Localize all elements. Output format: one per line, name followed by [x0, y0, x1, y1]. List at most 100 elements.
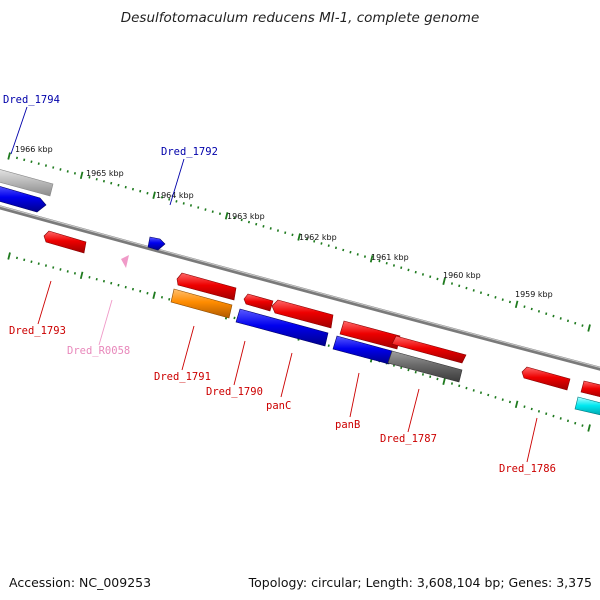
gene-red-far-right[interactable]	[580, 380, 600, 398]
scale-label: 1965 kbp	[86, 169, 124, 178]
leader-dred-1792	[169, 158, 185, 206]
gene-cyan-far-right[interactable]	[574, 396, 600, 416]
minor-tick	[313, 240, 316, 243]
label-dred-1794[interactable]: Dred_1794	[3, 94, 60, 106]
gene-dred-1792[interactable]	[147, 236, 166, 251]
minor-tick	[95, 277, 98, 281]
label-dred-r0058[interactable]: Dred_R0058	[67, 345, 130, 357]
minor-tick	[465, 286, 468, 290]
major-tick	[79, 171, 84, 180]
label-dred-1790[interactable]: Dred_1790	[206, 386, 263, 398]
minor-tick	[233, 316, 236, 320]
gene-dred-1793[interactable]	[43, 230, 87, 254]
minor-tick	[124, 185, 127, 189]
gene-dred-1791-red[interactable]	[176, 272, 237, 301]
minor-tick	[349, 250, 352, 254]
gene-panc-red[interactable]	[271, 299, 334, 329]
label-dred-1793[interactable]: Dred_1793	[9, 325, 66, 337]
gene-dred-1791-orange[interactable]	[170, 288, 233, 319]
minor-tick	[262, 225, 265, 228]
gene-panc[interactable]	[235, 308, 329, 347]
minor-tick	[552, 414, 555, 418]
minor-tick	[233, 216, 236, 220]
minor-tick	[269, 227, 272, 230]
minor-tick	[537, 410, 541, 413]
gene-labels: Dred_1794 Dred_1792 Dred_1793 Dred_R0058…	[3, 94, 556, 475]
minor-tick	[363, 255, 367, 258]
scale-label: 1962 kbp	[299, 233, 337, 242]
minor-tick	[131, 287, 135, 291]
minor-tick	[66, 270, 69, 273]
major-tick	[514, 300, 519, 309]
gene-dred-1794[interactable]	[0, 168, 54, 197]
leader-dred-1786	[526, 417, 538, 463]
minor-tick	[276, 229, 280, 232]
minor-tick	[146, 291, 149, 295]
minor-tick	[124, 285, 127, 289]
minor-tick	[305, 237, 309, 241]
minor-tick	[429, 275, 432, 279]
minor-tick	[552, 314, 555, 318]
minor-tick	[110, 181, 113, 185]
major-tick	[79, 271, 84, 280]
minor-tick	[117, 183, 120, 187]
minor-tick	[414, 270, 417, 274]
minor-tick	[168, 198, 171, 201]
label-dred-1786[interactable]: Dred_1786	[499, 463, 556, 475]
minor-tick	[44, 264, 48, 267]
major-tick	[442, 377, 446, 385]
minor-tick	[291, 233, 294, 237]
label-dred-1787[interactable]: Dred_1787	[380, 433, 437, 445]
gene-blue-upper-left[interactable]	[0, 185, 47, 213]
gene-dred-r0058[interactable]	[121, 255, 129, 268]
label-panb[interactable]: panB	[335, 419, 360, 431]
leader-dred-1787	[407, 388, 420, 433]
scale-labels: 1966 kbp 1965 kbp 1964 kbp 1963 kbp 1962…	[15, 145, 553, 299]
leader-dred-1790	[233, 340, 246, 386]
gene-dred-1787[interactable]	[387, 350, 463, 383]
minor-tick	[429, 375, 432, 379]
minor-tick	[102, 279, 106, 283]
minor-tick	[37, 162, 40, 165]
minor-tick	[88, 275, 91, 279]
minor-tick	[175, 200, 178, 203]
major-tick	[297, 233, 301, 241]
minor-tick	[421, 373, 425, 376]
major-tick	[587, 324, 591, 332]
leader-panc	[280, 352, 293, 398]
gene-panb[interactable]	[332, 335, 393, 365]
leader-dred-1793	[37, 280, 52, 325]
minor-tick	[501, 398, 504, 401]
major-tick	[7, 152, 11, 160]
minor-tick	[211, 210, 214, 213]
minor-tick	[59, 168, 62, 171]
outer-scale-ticks	[7, 152, 591, 332]
label-dred-1792[interactable]: Dred_1792	[161, 146, 218, 158]
gene-dred-1790[interactable]	[243, 293, 274, 312]
minor-tick	[327, 244, 330, 247]
gene-panb-red[interactable]	[339, 320, 401, 350]
genes	[0, 168, 600, 416]
minor-tick	[160, 295, 164, 299]
minor-tick	[407, 368, 410, 372]
major-tick	[7, 252, 11, 260]
minor-tick	[23, 158, 26, 162]
gene-dred-1787-red[interactable]	[391, 335, 467, 364]
minor-tick	[508, 300, 512, 304]
label-dred-1791[interactable]: Dred_1791	[154, 371, 211, 383]
scale-label: 1966 kbp	[15, 145, 53, 154]
minor-tick	[59, 268, 62, 271]
minor-tick	[378, 259, 381, 263]
minor-tick	[494, 296, 497, 299]
minor-tick	[182, 202, 185, 205]
gene-dred-1786[interactable]	[521, 366, 571, 391]
minor-tick	[95, 177, 98, 181]
minor-tick	[472, 389, 475, 392]
minor-tick	[545, 312, 548, 316]
minor-tick	[400, 366, 403, 370]
label-panc[interactable]: panC	[266, 400, 291, 412]
minor-tick	[487, 393, 490, 397]
minor-tick	[240, 218, 243, 222]
minor-tick	[255, 222, 258, 226]
